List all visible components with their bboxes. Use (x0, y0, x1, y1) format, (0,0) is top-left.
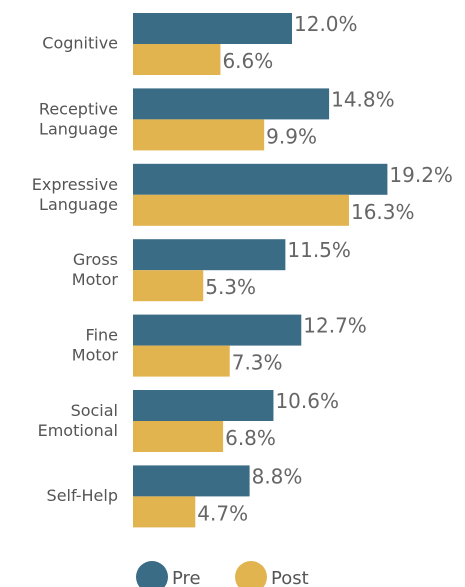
bar (133, 119, 265, 151)
bar (133, 390, 274, 421)
value-label: 8.8% (252, 464, 303, 488)
bar (133, 13, 292, 44)
legend-label: Post (271, 568, 309, 587)
value-label: 12.0% (294, 12, 358, 36)
category-label: Receptive Language (39, 99, 118, 138)
value-label: 6.6% (222, 49, 273, 73)
bar (133, 345, 230, 377)
bar (133, 421, 224, 452)
category-label: Gross Motor (72, 250, 119, 289)
legend-swatch (136, 561, 168, 587)
bar (133, 496, 196, 528)
legend-swatch (235, 561, 267, 587)
value-label: 4.7% (197, 501, 248, 525)
category-label: Social Emotional (38, 401, 118, 440)
value-label: 12.7% (303, 314, 367, 338)
bar (133, 465, 250, 497)
category-label: Expressive Language (32, 174, 118, 213)
value-label: 7.3% (232, 351, 283, 375)
value-label: 10.6% (275, 389, 339, 413)
bar (133, 239, 286, 271)
legend-label: Pre (172, 568, 201, 587)
value-label: 14.8% (331, 87, 395, 111)
bar (133, 194, 349, 226)
value-label: 6.8% (225, 426, 276, 450)
bar (133, 88, 330, 120)
category-label: Fine Motor (72, 325, 119, 364)
bar (133, 163, 388, 195)
bar (133, 270, 204, 302)
value-label: 16.3% (351, 200, 415, 224)
value-label: 11.5% (287, 238, 351, 262)
value-label: 19.2% (389, 163, 453, 187)
value-label: 5.3% (205, 275, 256, 299)
category-label: Self-Help (47, 486, 118, 505)
value-label: 9.9% (266, 124, 317, 148)
bar (133, 44, 221, 75)
bar (133, 314, 302, 346)
category-label: Cognitive (42, 34, 118, 53)
